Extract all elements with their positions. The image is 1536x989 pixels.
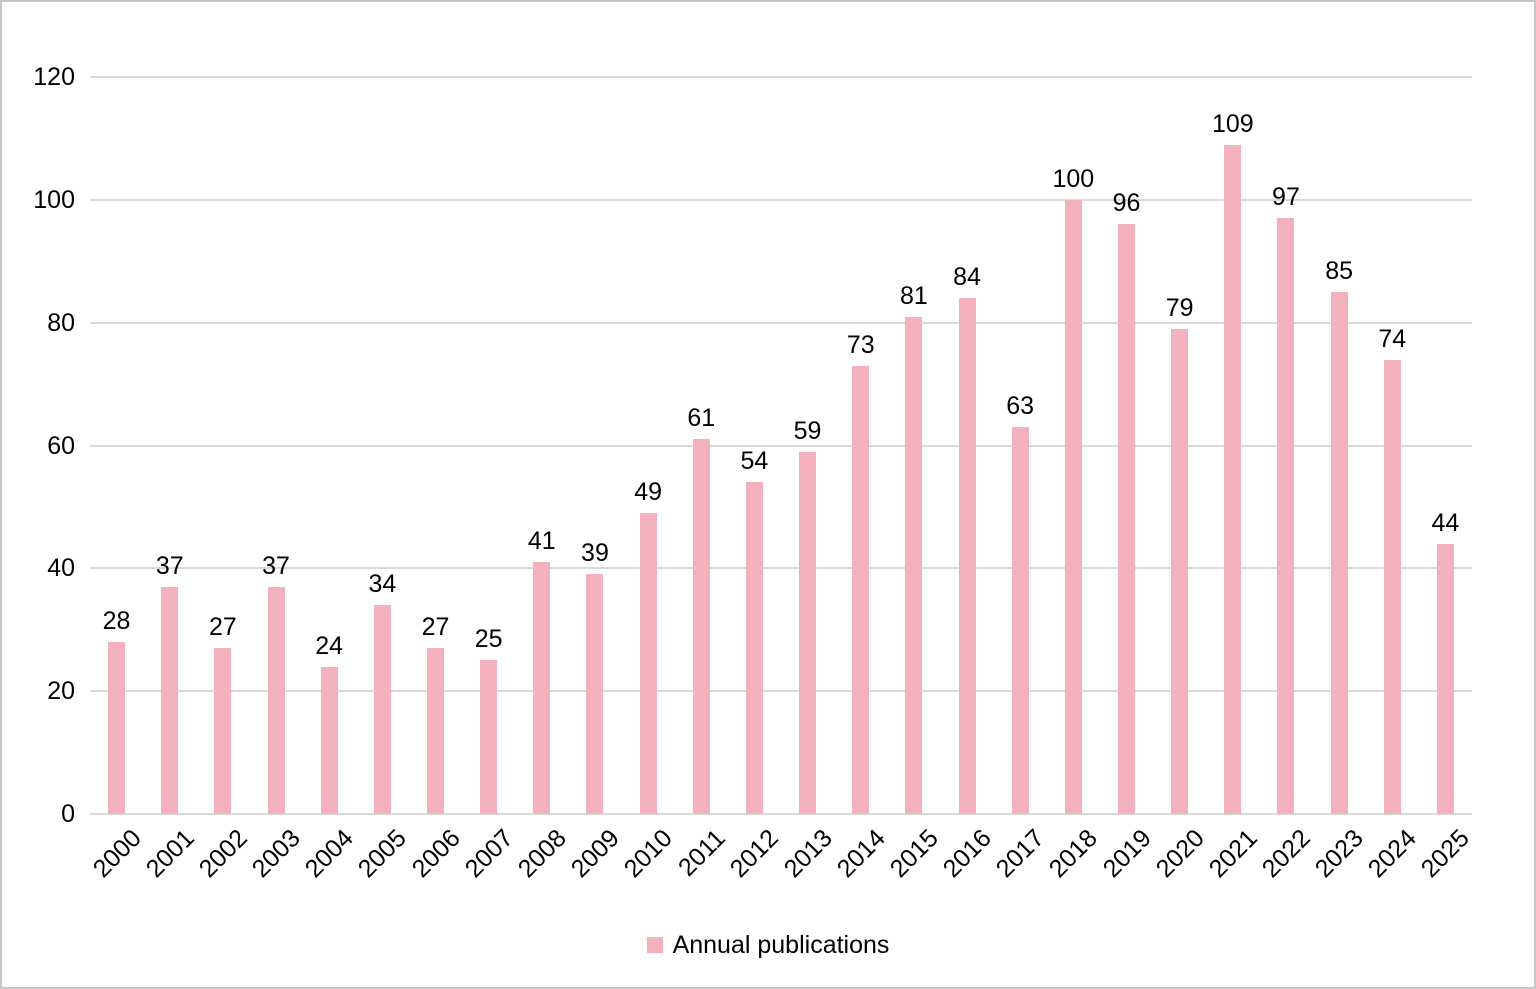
bar-value-label-2015: 81	[899, 281, 928, 310]
bar-2005	[373, 605, 391, 814]
bar-value-label-2009: 39	[581, 539, 609, 568]
x-tick-label-2019: 2019	[1097, 824, 1157, 884]
y-tick-label-80: 80	[47, 308, 75, 337]
bar-2012	[745, 482, 763, 814]
x-tick-label-2001: 2001	[140, 824, 200, 884]
bar-2010	[639, 513, 657, 814]
bar-2019	[1118, 224, 1135, 814]
x-tick-label-2018: 2018	[1044, 824, 1104, 884]
x-tick-label-2005: 2005	[353, 824, 413, 884]
bar-value-label-2024: 74	[1378, 324, 1407, 353]
bar-2013	[799, 451, 817, 814]
bar-value-label-2013: 59	[793, 416, 822, 445]
bar-2008	[533, 562, 551, 814]
x-tick-label-2010: 2010	[618, 824, 678, 884]
bar-value-label-2008: 41	[527, 527, 556, 556]
y-tick-label-60: 60	[47, 431, 75, 460]
x-tick-label-2009: 2009	[565, 824, 625, 884]
x-tick-label-2025: 2025	[1416, 824, 1476, 884]
bar-2025	[1436, 543, 1454, 814]
bar-2009	[586, 574, 604, 814]
bar-value-label-2022: 97	[1272, 183, 1300, 212]
bar-value-label-2000: 28	[102, 607, 131, 636]
x-tick-label-2008: 2008	[512, 824, 572, 884]
bar-value-label-2014: 73	[846, 330, 875, 359]
bar-2000	[108, 642, 126, 814]
bar-2001	[161, 586, 179, 814]
bar-2011	[692, 439, 710, 814]
bar-2020	[1171, 328, 1189, 814]
bar-value-label-2005: 34	[368, 570, 397, 599]
bar-value-label-2001: 37	[155, 551, 184, 580]
bar-value-label-2020: 79	[1165, 293, 1194, 322]
bar-value-label-2018: 100	[1052, 164, 1095, 193]
gridline-80	[90, 321, 1472, 324]
x-tick-label-2015: 2015	[884, 824, 944, 884]
gridline-120	[90, 76, 1472, 78]
bar-2006	[427, 648, 444, 814]
x-tick-label-2014: 2014	[831, 824, 891, 884]
gridline-40	[90, 567, 1472, 570]
bar-2015	[905, 316, 923, 814]
bar-value-label-2010: 49	[634, 478, 663, 507]
legend: Annual publications	[2, 930, 1534, 960]
y-tick-label-40: 40	[47, 554, 75, 583]
bar-2002	[214, 648, 232, 814]
legend-label: Annual publications	[672, 931, 890, 959]
bar-value-label-2019: 96	[1112, 189, 1141, 218]
bar-value-label-2003: 37	[262, 551, 290, 580]
bar-value-label-2025: 44	[1431, 508, 1460, 537]
y-tick-label-120: 120	[33, 63, 75, 91]
bar-2007	[480, 660, 498, 814]
bar-value-label-2011: 61	[687, 404, 716, 433]
x-tick-label-2020: 2020	[1150, 824, 1210, 884]
gridline-20	[90, 690, 1472, 693]
bar-value-label-2016: 84	[953, 263, 981, 292]
x-tick-label-2000: 2000	[87, 824, 147, 884]
bar-value-label-2023: 85	[1325, 256, 1354, 285]
gridline-0	[90, 813, 1472, 815]
bar-2004	[320, 666, 338, 814]
bar-value-label-2012: 54	[740, 447, 769, 476]
x-tick-label-2003: 2003	[246, 824, 306, 884]
x-tick-label-2024: 2024	[1362, 824, 1423, 884]
bar-2014	[852, 365, 870, 814]
x-tick-label-2013: 2013	[778, 824, 838, 884]
bar-2018	[1064, 199, 1082, 814]
x-tick-label-2023: 2023	[1309, 824, 1369, 884]
y-tick-label-100: 100	[33, 185, 75, 214]
bar-value-label-2002: 27	[208, 613, 237, 642]
x-tick-label-2006: 2006	[406, 824, 466, 884]
bar-2024	[1383, 359, 1401, 814]
bar-value-label-2004: 24	[315, 631, 344, 660]
bar-2021	[1224, 144, 1242, 814]
x-tick-label-2016: 2016	[937, 824, 997, 884]
bar-value-label-2007: 25	[474, 625, 503, 654]
x-tick-label-2004: 2004	[299, 824, 359, 884]
bar-2017	[1011, 427, 1029, 814]
x-tick-label-2002: 2002	[193, 824, 253, 884]
y-tick-label-0: 0	[61, 800, 75, 828]
bar-2003	[267, 586, 285, 814]
bar-value-label-2017: 63	[1006, 392, 1035, 421]
gridline-60	[90, 444, 1472, 447]
gridline-100	[90, 198, 1472, 201]
bar-2016	[958, 298, 976, 814]
x-tick-label-2007: 2007	[459, 824, 519, 884]
x-tick-label-2011: 2011	[673, 824, 732, 882]
bar-value-label-2006: 27	[421, 613, 450, 642]
bar-2023	[1330, 291, 1348, 814]
x-tick-label-2012: 2012	[725, 824, 785, 884]
x-tick-label-2017: 2017	[990, 824, 1050, 884]
bar-value-label-2021: 109	[1211, 109, 1254, 138]
bar-2022	[1277, 218, 1295, 814]
legend-swatch	[646, 937, 663, 953]
y-tick-label-20: 20	[47, 677, 75, 706]
x-tick-label-2021: 2021	[1203, 824, 1263, 884]
x-tick-label-2022: 2022	[1256, 824, 1316, 884]
